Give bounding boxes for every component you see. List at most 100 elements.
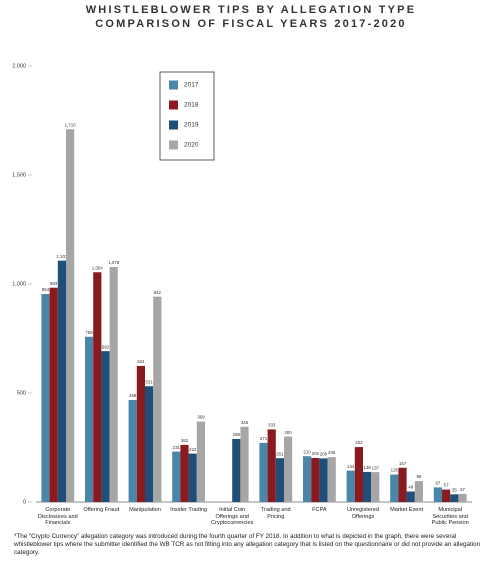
data-label: 262 xyxy=(181,438,189,443)
data-label: 126 xyxy=(391,468,399,473)
bar xyxy=(398,467,407,502)
bar xyxy=(232,438,241,502)
bar xyxy=(240,426,249,502)
data-label: 252 xyxy=(355,440,363,445)
bar xyxy=(153,296,162,502)
data-label: 157 xyxy=(399,461,407,466)
data-label: 201 xyxy=(276,451,284,456)
x-tick-label: Manipulation xyxy=(129,507,161,513)
data-label: 1,054 xyxy=(92,265,104,270)
data-label: 468 xyxy=(129,393,137,398)
bar xyxy=(49,287,58,502)
bar xyxy=(406,491,415,502)
y-tick-label: 1,500 xyxy=(12,172,26,178)
x-tick-label: FCPA xyxy=(312,507,327,513)
data-label: 202 xyxy=(312,451,320,456)
bar xyxy=(172,451,181,502)
bar xyxy=(41,294,50,502)
chart-subtitle: COMPARISON OF FISCAL YEARS 2017-2020 xyxy=(95,18,407,30)
data-label: 222 xyxy=(189,447,197,452)
bar xyxy=(259,442,268,502)
bar xyxy=(371,472,380,502)
bar xyxy=(188,453,197,502)
legend-label: 2019 xyxy=(184,122,199,129)
bar xyxy=(284,436,293,502)
bar xyxy=(442,489,451,502)
bar xyxy=(458,493,467,502)
bar xyxy=(346,470,355,502)
bar xyxy=(109,266,118,502)
data-label: 67 xyxy=(435,481,440,486)
x-tick-label: Corporate Disclosures and Financials xyxy=(37,507,78,527)
data-label: 1,078 xyxy=(108,260,120,265)
legend-label: 2020 xyxy=(184,142,199,149)
x-tick-label: Municipal Securities and Public Pension xyxy=(431,507,469,527)
data-label: 137 xyxy=(372,465,380,470)
data-label: 231 xyxy=(173,445,181,450)
bar xyxy=(275,458,284,502)
bar xyxy=(85,336,94,502)
data-label: 206 xyxy=(328,450,336,455)
data-label: 96 xyxy=(416,474,421,479)
bar xyxy=(93,272,102,502)
footnote: *The “Crypto Currency” allegation catego… xyxy=(14,533,481,556)
y-tick-label: 1,000 xyxy=(12,281,26,287)
data-label: 35 xyxy=(452,488,457,493)
legend-swatch xyxy=(169,100,178,110)
bar xyxy=(390,474,399,502)
bar xyxy=(136,365,145,502)
bar xyxy=(57,260,66,502)
data-label: 758 xyxy=(85,330,93,335)
data-label: 531 xyxy=(145,379,153,384)
y-tick-label: 500 xyxy=(17,390,26,396)
data-label: 345 xyxy=(241,420,249,425)
bar xyxy=(303,456,312,502)
bar xyxy=(433,487,442,502)
data-label: 144 xyxy=(347,464,355,469)
data-label: 200 xyxy=(320,452,328,457)
data-label: 271 xyxy=(260,436,268,441)
bar xyxy=(145,386,154,502)
data-label: 983 xyxy=(50,281,58,286)
bar xyxy=(267,429,276,502)
bar xyxy=(414,481,423,502)
x-tick-label: Market Event xyxy=(390,507,424,513)
x-tick-label: Initial Coin Offerings and Cryptocurrenc… xyxy=(211,507,254,527)
data-label: 624 xyxy=(137,359,145,364)
bar xyxy=(327,457,336,502)
data-label: 48 xyxy=(408,485,413,490)
data-label: 210 xyxy=(303,449,311,454)
data-label: 138 xyxy=(363,465,371,470)
data-label: 1,710 xyxy=(65,122,77,127)
y-tick-label: 0 xyxy=(23,499,26,505)
chart-title: WHISTLEBLOWER TIPS BY ALLEGATION TYPE xyxy=(85,4,417,16)
legend-swatch xyxy=(169,80,178,90)
data-label: 300 xyxy=(284,430,292,435)
data-label: 37 xyxy=(460,487,465,492)
legend-label: 2017 xyxy=(184,82,199,89)
bar xyxy=(363,471,372,502)
data-label: 692 xyxy=(102,344,110,349)
legend-swatch xyxy=(169,140,178,150)
bar xyxy=(128,399,137,502)
y-tick-label: 2,000 xyxy=(12,63,26,69)
bar xyxy=(66,129,75,502)
x-tick-label: Trading and Pricing xyxy=(260,507,291,520)
data-label: 942 xyxy=(154,290,162,295)
x-tick-label: Offering Fraud xyxy=(83,507,120,513)
bar xyxy=(180,444,189,502)
bar xyxy=(101,351,110,502)
x-tick-label: Insider Trading xyxy=(170,507,208,513)
data-label: 333 xyxy=(268,423,276,428)
bar xyxy=(319,458,328,502)
legend-label: 2018 xyxy=(184,102,199,109)
legend-swatch xyxy=(169,120,178,130)
bar xyxy=(354,447,363,502)
data-label: 369 xyxy=(197,415,205,420)
x-tick-label: Unregistered Offerings xyxy=(346,507,380,520)
data-label: 954 xyxy=(42,287,50,292)
bar xyxy=(450,494,459,502)
data-label: 57 xyxy=(444,483,449,488)
